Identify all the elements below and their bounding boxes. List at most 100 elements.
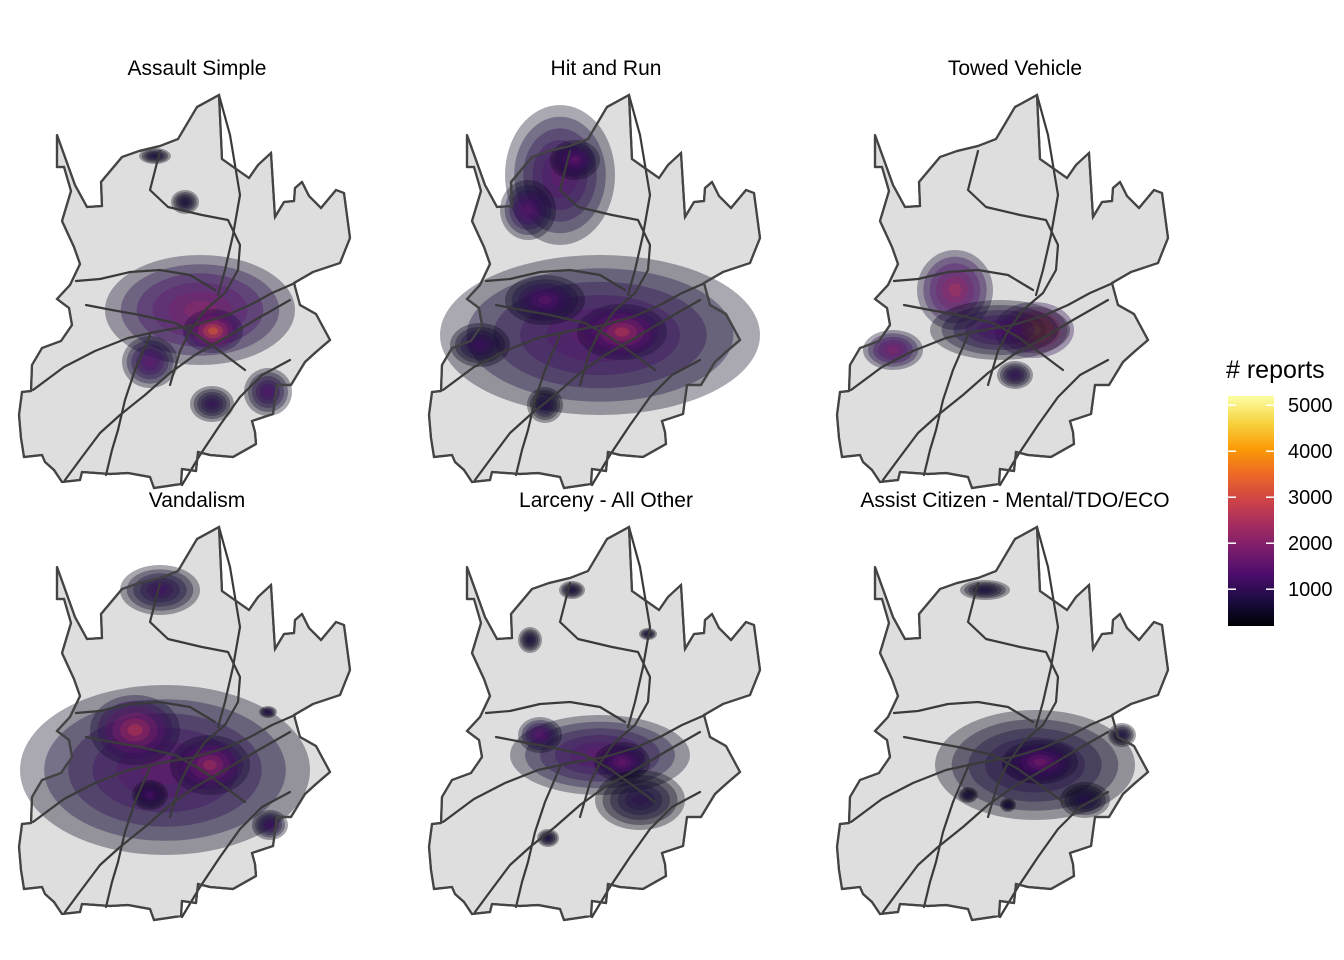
density-contour [176, 740, 244, 790]
density-contour [267, 822, 273, 828]
density-contour [201, 395, 223, 413]
legend-tick-label: 4000 [1288, 441, 1333, 463]
legend-colorbar [1228, 396, 1274, 626]
density-contour [607, 322, 637, 342]
legend-ticks: 5000 4000 3000 2000 1000 [1228, 395, 1333, 601]
density-contour [520, 629, 540, 651]
density-contour [505, 275, 585, 325]
density-contour [470, 337, 490, 353]
density-contour [584, 308, 660, 356]
density-contour [1000, 363, 1030, 387]
density-contour [948, 283, 962, 297]
density-contour [1004, 801, 1012, 809]
density-contour [1006, 368, 1024, 382]
density-contour [617, 785, 663, 815]
density-contour [1080, 797, 1090, 803]
density-contour [985, 737, 1085, 793]
density-contour [1027, 754, 1053, 770]
density-contour [256, 380, 280, 404]
legend-tick-label: 3000 [1288, 487, 1333, 509]
density-contour [532, 729, 548, 741]
density-contour [500, 180, 556, 240]
density-contour [208, 401, 216, 407]
density-contour [529, 726, 551, 744]
density-contour [1005, 802, 1011, 808]
density-contour [141, 149, 169, 163]
density-contour [980, 588, 990, 592]
density-contour [120, 718, 150, 742]
density-contour [514, 116, 606, 234]
density-contour [146, 581, 174, 599]
density-contour [532, 140, 588, 210]
density-contour [936, 270, 974, 310]
density-contour [136, 349, 164, 375]
density-contour [455, 326, 505, 364]
density-contour [120, 565, 200, 615]
density-contour [1060, 782, 1110, 818]
density-contour [1006, 803, 1010, 807]
density-layer [440, 105, 760, 423]
density-contour [528, 637, 532, 643]
city-map [427, 93, 762, 490]
density-contour [126, 569, 194, 611]
density-contour [524, 633, 536, 647]
density-contour [1001, 799, 1015, 811]
density-contour [942, 276, 968, 304]
density-contour [951, 719, 1119, 811]
panel: Vandalism [17, 489, 352, 922]
density-contour [20, 685, 310, 855]
density-contour [460, 330, 500, 360]
density-contour [204, 398, 220, 410]
density-contour [475, 341, 485, 349]
density-contour [184, 300, 216, 320]
density-contour [170, 735, 250, 795]
density-contour [602, 775, 678, 825]
density-contour [90, 695, 180, 765]
panel-title: Assault Simple [128, 57, 267, 80]
density-contour [525, 723, 555, 747]
density-contour [1009, 370, 1021, 380]
density-contour [182, 200, 188, 204]
density-contour [97, 700, 173, 760]
density-contour [518, 627, 542, 653]
panel-title: Larceny - All Other [519, 489, 693, 512]
density-contour [546, 836, 550, 840]
density-contour [555, 735, 645, 775]
panel: Towed Vehicle [835, 57, 1170, 490]
density-contour [144, 790, 156, 800]
density-contour [152, 154, 158, 158]
density-contour [541, 151, 579, 199]
density-contour [504, 185, 552, 235]
density-contour [569, 588, 575, 592]
density-contour [1002, 800, 1014, 810]
density-contour [964, 792, 972, 798]
density-contour [139, 148, 171, 164]
density-contour [1021, 751, 1059, 773]
density-contour [122, 336, 178, 388]
density-contour [180, 198, 190, 206]
density-contour [961, 789, 975, 801]
density-contour [863, 330, 923, 370]
density-layer [20, 565, 310, 855]
density-contour [966, 793, 970, 797]
density-contour [136, 273, 264, 347]
density-contour [617, 758, 627, 766]
legend: # reports 5000 4000 3000 2000 1000 [1226, 356, 1333, 626]
density-contour [145, 357, 155, 367]
density-contour [518, 283, 572, 317]
density-contour [518, 200, 538, 220]
density-contour [509, 190, 547, 230]
density-contour [570, 741, 630, 769]
legend-tick-label: 5000 [1288, 395, 1333, 417]
density-contour [196, 755, 224, 775]
density-contour [135, 782, 165, 808]
panel-title: Towed Vehicle [948, 57, 1082, 80]
city-boundary [835, 93, 1170, 490]
density-contour [935, 710, 1135, 820]
density-contour [538, 830, 558, 846]
density-contour [116, 741, 214, 799]
panel: Assist Citizen - Mental/TDO/ECO [835, 489, 1170, 922]
density-contour [259, 706, 277, 718]
density-contour [531, 291, 559, 309]
